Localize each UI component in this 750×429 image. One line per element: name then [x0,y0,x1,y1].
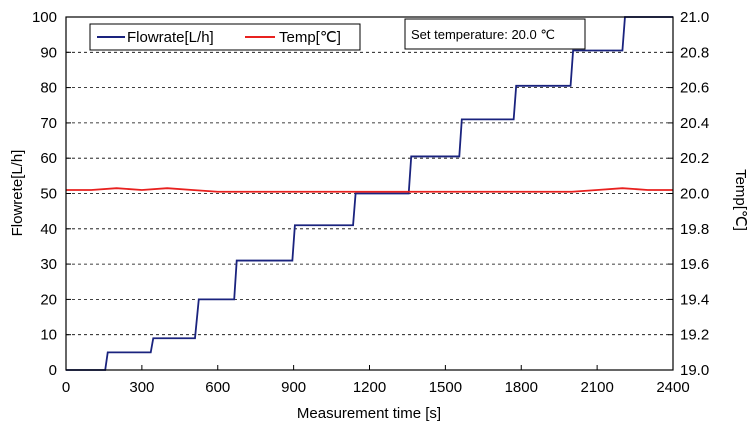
x-tick-label: 900 [281,379,306,396]
y-right-tick-label: 19.8 [680,221,709,238]
y-left-tick-label: 10 [40,327,57,344]
x-tick-label: 2100 [580,379,613,396]
y-axis-left-title: Flowrete[L/h] [9,150,26,237]
y-left-tick-label: 20 [40,291,57,308]
y-left-tick-label: 80 [40,80,57,97]
series-layer [66,16,673,371]
annotation: Set temperature: 20.0 ℃ [404,18,586,50]
y-right-tick-label: 21.0 [680,9,709,26]
y-left-tick-label: 0 [49,362,57,379]
y-right-tick-label: 20.6 [680,80,709,97]
y-left-tick-label: 70 [40,115,57,132]
legend-box [89,23,361,51]
series-line-temp [66,187,673,193]
x-tick-label: 2400 [656,379,689,396]
y-right-tick-label: 20.0 [680,186,709,203]
y-left-tick-label: 40 [40,221,57,238]
y-right-tick-label: 19.2 [680,327,709,344]
annotation-text: Set temperature: 20.0 ℃ [411,27,555,42]
tick-marks [65,16,674,371]
y-axis-right-title: Temp[℃] [732,169,749,231]
y-right-tick-label: 19.6 [680,256,709,273]
x-tick-label: 0 [62,379,70,396]
y-right-tick-label: 19.0 [680,362,709,379]
x-tick-label: 1500 [429,379,462,396]
y-right-tick-label: 20.8 [680,44,709,61]
legend-label-flowrate: Flowrate[L/h] [127,29,214,46]
gridlines [66,51,673,336]
legend: Flowrate[L/h] Temp[℃] [89,23,361,51]
x-axis-title: Measurement time [s] [297,405,441,422]
annotation-box [404,18,586,50]
y-left-tick-label: 60 [40,150,57,167]
y-left-tick-label: 30 [40,256,57,273]
x-tick-label: 1200 [353,379,386,396]
y-left-tick-label: 100 [32,9,57,26]
y-right-tick-label: 20.4 [680,115,709,132]
x-tick-label: 300 [129,379,154,396]
y-right-tick-label: 20.2 [680,150,709,167]
x-tick-label: 1800 [505,379,538,396]
x-tick-label: 600 [205,379,230,396]
series-line-flowrate [66,16,673,371]
legend-label-temp: Temp[℃] [279,29,341,46]
y-left-tick-label: 50 [40,186,57,203]
tick-labels: 0 300 600 900 1200 1500 1800 2100 2400 0 10 20 30 40 5… [32,9,709,396]
y-right-tick-label: 19.4 [680,291,709,308]
y-left-tick-label: 90 [40,44,57,61]
